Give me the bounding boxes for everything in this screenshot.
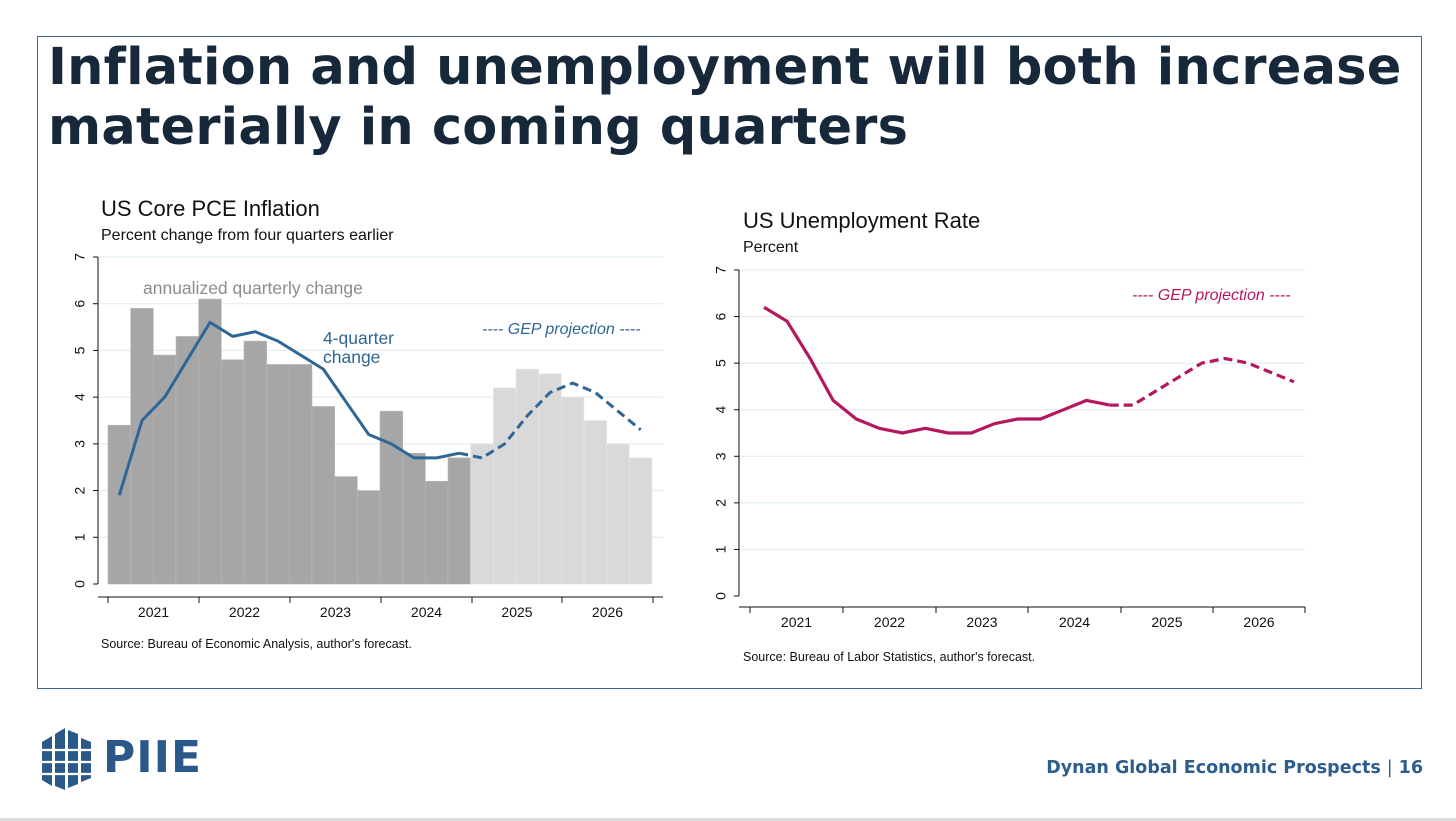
unemp-y-tick-label: 6: [713, 312, 729, 320]
pce-bar: [266, 364, 290, 585]
pce-bar: [311, 406, 335, 585]
page-number: 16: [1398, 758, 1423, 778]
unemp-axes: [734, 269, 1306, 613]
unemp-y-tick-label: 1: [713, 545, 729, 553]
pce-bar-projected: [470, 443, 494, 585]
pce-bar: [425, 480, 449, 585]
line-annotation-2: change: [323, 347, 380, 367]
unemp-x-tick-labels: 2021 2022 2023 2024 2025 2026: [781, 614, 1275, 630]
pce-bar: [107, 424, 131, 585]
pce-bar: [334, 476, 358, 585]
unemp-source-note: Source: Bureau of Labor Statistics, auth…: [743, 650, 1035, 664]
unemp-y-tick-label: 0: [713, 592, 729, 600]
unemp-y-tick-label: 5: [713, 359, 729, 367]
pce-y-tick-label: 5: [72, 346, 88, 354]
pce-bar-projected: [629, 457, 653, 585]
slide-title: Inflation and unemployment will both inc…: [48, 38, 1402, 157]
pce-bar: [289, 364, 313, 585]
pce-y-tick-label: 7: [72, 253, 88, 261]
pce-x-tick-label: 2022: [229, 604, 260, 620]
piie-logo-icon: [40, 728, 94, 790]
slide-frame: [37, 36, 1422, 689]
unemp-chart-title: US Unemployment Rate: [743, 208, 980, 233]
footer-label: Dynan Global Economic Prospects: [1046, 758, 1381, 778]
unemp-y-tick-labels: 0 1 2 3 4 5 6 7: [713, 266, 729, 600]
pce-bar: [153, 354, 177, 585]
unemp-x-tick-label: 2024: [1059, 614, 1090, 630]
pce-4quarter-line: [117, 320, 460, 496]
pce-x-tick-label: 2021: [138, 604, 169, 620]
unemp-y-tick-label: 3: [713, 452, 729, 460]
unemp-y-tick-label: 4: [713, 406, 729, 414]
logo-wordmark: PIIE: [103, 732, 203, 783]
pce-4quarter-projection-line: [458, 381, 642, 460]
line-annotation-1: 4-quarter: [323, 328, 394, 348]
pce-bar-projected: [561, 396, 585, 585]
unemp-y-tick-label: 7: [713, 266, 729, 274]
unemp-x-tick-label: 2026: [1243, 614, 1274, 630]
pce-x-tick-label: 2023: [320, 604, 351, 620]
pce-chart-title: US Core PCE Inflation: [101, 196, 320, 221]
pce-x-tick-label: 2026: [592, 604, 623, 620]
pce-y-tick-label: 0: [72, 580, 88, 588]
pce-bar: [357, 490, 381, 585]
unemployment-chart: US Unemployment Rate Percent 0 1 2 3 4 5 6 7 20…: [713, 208, 1306, 664]
pce-bar: [447, 457, 471, 585]
pce-y-tick-label: 3: [72, 440, 88, 448]
pce-bar-projected: [493, 387, 517, 585]
pce-projection-label: ---- GEP projection ----: [482, 321, 641, 338]
bottom-divider: [0, 818, 1456, 821]
pce-y-tick-labels: 0 1 2 3 4 5 6 7: [72, 253, 88, 588]
pce-y-tick-label: 2: [72, 486, 88, 494]
pce-y-tick-label: 4: [72, 393, 88, 401]
pce-bar: [243, 340, 267, 585]
pce-x-tick-label: 2024: [411, 604, 442, 620]
unemp-x-tick-label: 2022: [874, 614, 905, 630]
unemp-line: [763, 305, 1111, 435]
pce-bar: [379, 410, 403, 585]
unemp-gridlines: [739, 269, 1305, 550]
pce-source-note: Source: Bureau of Economic Analysis, aut…: [101, 637, 412, 651]
unemp-x-tick-label: 2025: [1151, 614, 1182, 630]
unemp-projection-label: ---- GEP projection ----: [1132, 287, 1291, 304]
pce-bar-projected: [538, 373, 562, 585]
bars-annotation: annualized quarterly change: [143, 278, 363, 298]
pce-x-tick-labels: 2021 2022 2023 2024 2025 2026: [138, 604, 623, 620]
unemp-chart-subtitle: Percent: [743, 239, 799, 256]
pce-x-tick-label: 2025: [501, 604, 532, 620]
pce-chart-subtitle: Percent change from four quarters earlie…: [101, 227, 394, 244]
unemp-y-tick-label: 2: [713, 499, 729, 507]
pce-bar: [402, 452, 426, 585]
pce-bar-projected: [583, 420, 607, 585]
pce-bar: [221, 359, 245, 585]
pce-y-tick-label: 6: [72, 300, 88, 308]
unemp-x-tick-label: 2023: [966, 614, 997, 630]
pce-bar-projected: [515, 368, 539, 585]
pce-axes: [93, 256, 663, 603]
pce-y-tick-label: 1: [72, 533, 88, 541]
pce-inflation-chart: US Core PCE Inflation Percent change fro…: [72, 196, 663, 651]
unemp-x-tick-label: 2021: [781, 614, 812, 630]
pce-bars: [107, 298, 653, 585]
footer: Dynan Global Economic Prospects | 16: [1046, 758, 1423, 778]
unemp-projection-line: [1109, 356, 1295, 407]
pce-bar: [198, 298, 222, 585]
pce-bar-projected: [606, 443, 630, 585]
footer-separator: |: [1386, 758, 1393, 778]
